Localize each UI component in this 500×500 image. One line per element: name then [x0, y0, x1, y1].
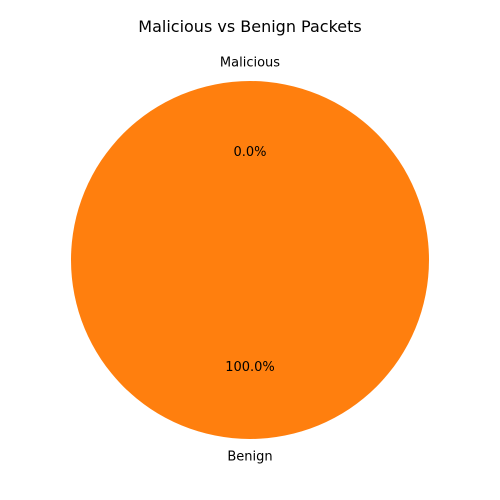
- slice-label-benign: Benign: [227, 449, 272, 464]
- slice-percent-benign: 100.0%: [225, 360, 275, 375]
- chart-title: Malicious vs Benign Packets: [138, 17, 361, 36]
- pie-labels: Malicious 0.0% Benign 100.0%: [220, 56, 280, 465]
- pie-slices: [71, 81, 429, 439]
- pie-slice-benign: [71, 81, 429, 439]
- slice-label-malicious: Malicious: [220, 56, 280, 71]
- slice-percent-malicious: 0.0%: [233, 145, 266, 160]
